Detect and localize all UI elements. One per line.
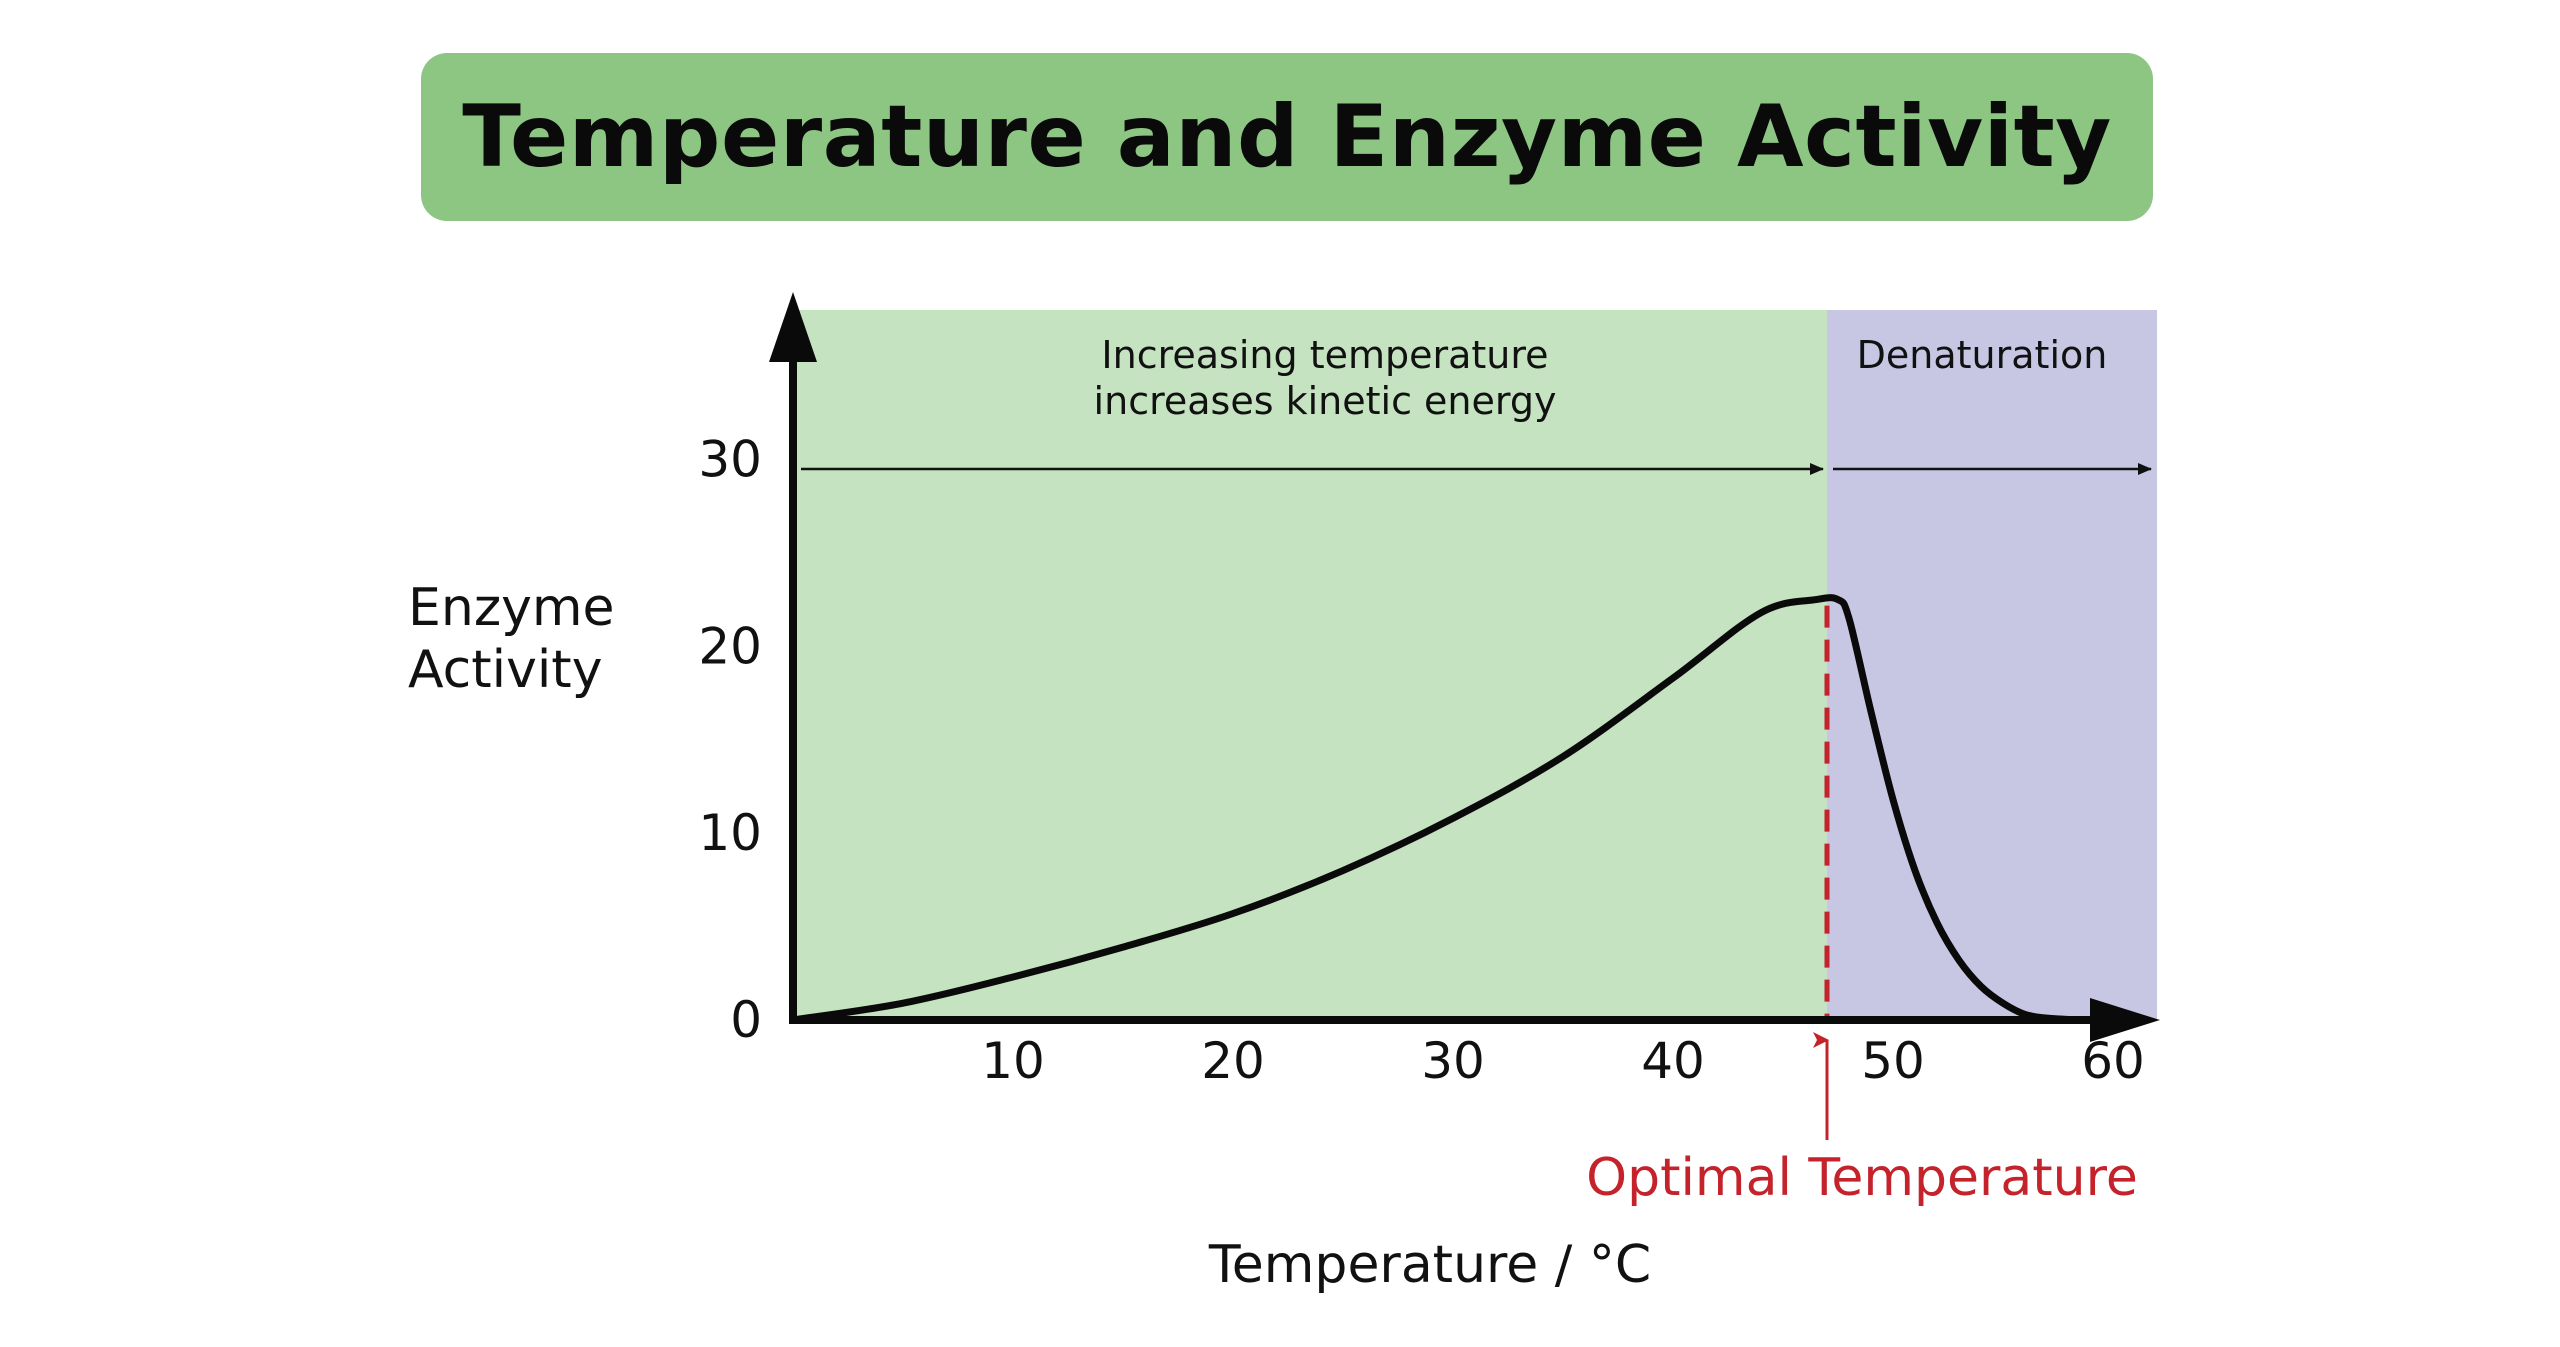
enzyme-activity-curve [789, 594, 2084, 1024]
y-tick-label: 10 [698, 804, 762, 862]
x-tick-label: 30 [1421, 1032, 1485, 1090]
region-label-increasing-line-2: increases kinetic energy [1094, 379, 1557, 423]
y-tick-label: 30 [698, 430, 762, 488]
x-axis-arrowhead [2090, 998, 2160, 1042]
x-axis-title: Temperature / °C [1208, 1235, 1651, 1295]
x-tick-label: 20 [1201, 1032, 1265, 1090]
x-tick-label: 40 [1641, 1032, 1705, 1090]
region-label-denaturation: Denaturation [1857, 333, 2108, 377]
optimal-temperature-label: Optimal Temperature [1586, 1148, 2138, 1208]
x-tick-label: 10 [981, 1032, 1045, 1090]
y-tick-label: 20 [698, 617, 762, 675]
y-axis-title-line-1: Enzyme [408, 578, 615, 638]
x-tick-labels: 10 20 30 40 50 60 [981, 1032, 2145, 1090]
chart-title: Temperature and Enzyme Activity [462, 87, 2112, 187]
y-axis-arrowhead [769, 292, 817, 362]
y-tick-labels: 0 10 20 30 [698, 430, 762, 1049]
x-tick-label: 60 [2081, 1032, 2145, 1090]
x-tick-label: 50 [1861, 1032, 1925, 1090]
region-label-increasing-line-1: Increasing temperature [1101, 333, 1548, 377]
region-increasing-kinetic-energy [793, 310, 1827, 1020]
region-denaturation [1827, 310, 2157, 1020]
title-banner: Temperature and Enzyme Activity [421, 53, 2153, 221]
y-axis-title-line-2: Activity [408, 640, 602, 700]
y-tick-label: 0 [730, 991, 762, 1049]
